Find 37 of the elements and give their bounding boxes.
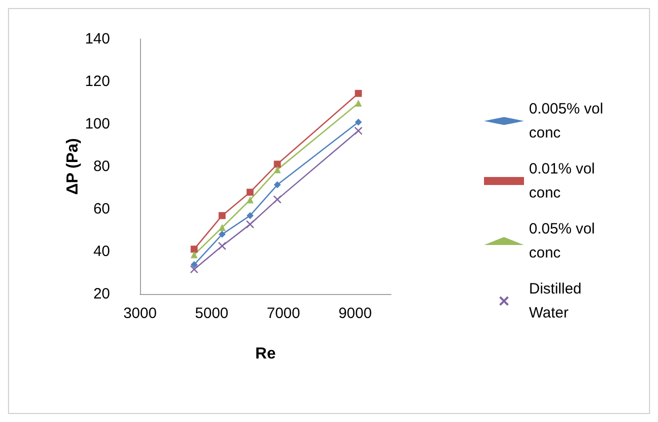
y-tick-label: 140 (84, 30, 110, 48)
x-tick-label: 3000 (123, 305, 157, 322)
point (273, 195, 282, 204)
point (246, 220, 254, 228)
y-tick-label: 80 (93, 158, 110, 175)
point (274, 160, 281, 168)
point (190, 251, 198, 258)
y-tick-label: 60 (93, 200, 110, 218)
point (274, 166, 281, 174)
y-axis-title: ΔP (Pa) (64, 138, 82, 195)
point (218, 230, 226, 238)
point (218, 224, 226, 231)
point (274, 181, 281, 188)
point (354, 90, 362, 97)
x-tick-label: 9000 (338, 305, 372, 322)
x-tick-label: 7000 (266, 305, 300, 322)
point (354, 126, 363, 135)
point (218, 212, 226, 220)
x-axis-title: Re (255, 346, 276, 362)
y-tick-label: 20 (93, 286, 110, 302)
y-tick-label: 120 (84, 73, 110, 90)
point (354, 118, 362, 126)
legend-label: 0.01% vol conc (529, 160, 600, 202)
point (190, 246, 198, 253)
point (246, 196, 254, 204)
legend-label: Distilled Water (529, 280, 586, 322)
point (190, 265, 198, 274)
point (190, 261, 198, 268)
y-tick-label: 100 (84, 116, 110, 132)
point (246, 212, 254, 220)
y-tick-label: 40 (93, 243, 110, 260)
point (354, 100, 362, 107)
point (246, 188, 254, 196)
legend-label: 0.005% vol conc (529, 100, 608, 142)
legend-label: 0.05% vol conc (529, 220, 600, 262)
point (218, 242, 226, 250)
x-tick-label: 5000 (195, 305, 228, 322)
